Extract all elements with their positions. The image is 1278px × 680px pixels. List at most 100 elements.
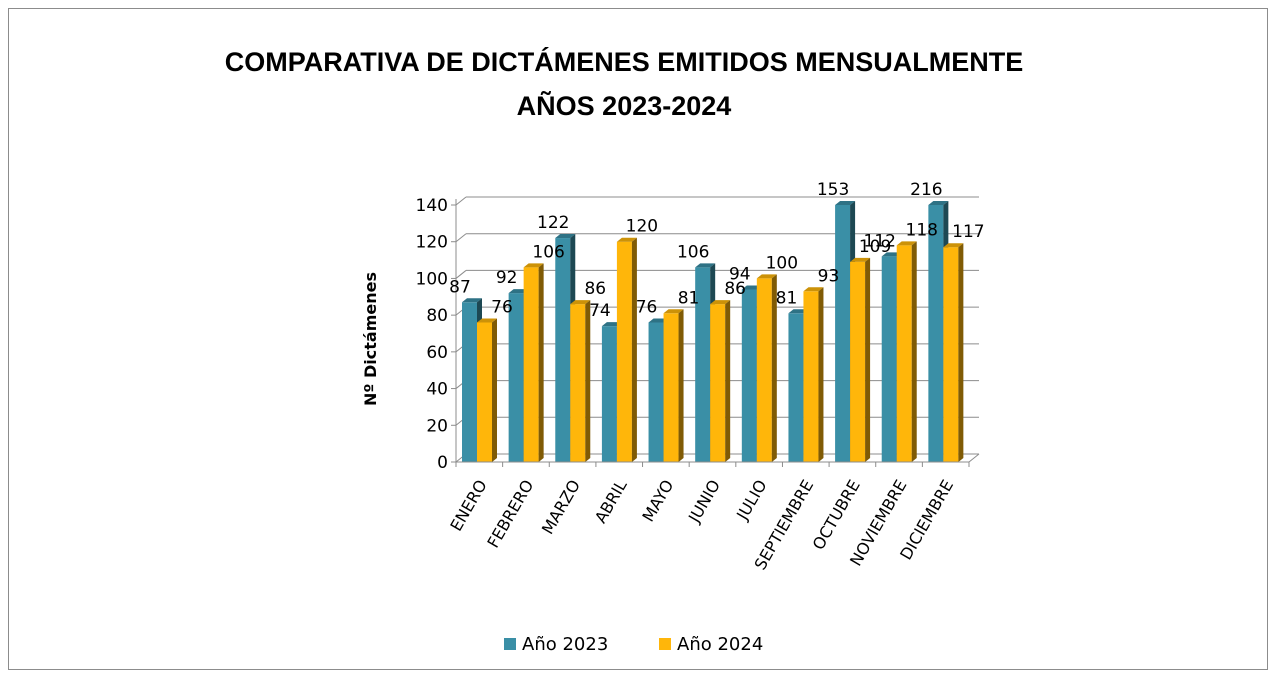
bar-front: [601, 326, 617, 462]
bar-front: [850, 261, 866, 462]
bar-front: [477, 322, 492, 462]
x-axis-depth: [968, 453, 980, 463]
bar-front: [788, 313, 804, 462]
bar: [616, 237, 637, 462]
data-label: 118: [906, 220, 938, 240]
bar: [803, 287, 824, 462]
bars: [462, 201, 964, 462]
bar: [850, 257, 871, 462]
bar-side: [492, 318, 497, 462]
bar-front: [523, 267, 539, 462]
data-label: 153: [817, 180, 849, 200]
y-tick-label: 0: [437, 453, 448, 473]
y-tick-label: 100: [416, 269, 448, 289]
chart-title-line-2: AÑOS 2023-2024: [517, 90, 732, 121]
data-label: 76: [491, 297, 513, 317]
chart-title-line-1: COMPARATIVA DE DICTÁMENES EMITIDOS MENSU…: [225, 46, 1024, 77]
x-category-label: JUNIO: [684, 477, 724, 527]
bar-side: [725, 300, 731, 462]
bar-top: [850, 257, 871, 262]
bar-top: [835, 201, 856, 205]
bar-front: [881, 256, 897, 462]
legend: Año 2023 Año 2024: [504, 634, 763, 655]
bar-front: [695, 267, 711, 462]
gridline-diagonal: [455, 270, 467, 279]
data-label: 109: [859, 237, 891, 257]
bar-top: [710, 300, 731, 305]
gridline-diagonal: [455, 233, 467, 243]
y-tick-label: 40: [426, 380, 448, 400]
bar-side: [911, 241, 917, 462]
x-category-label: MAYO: [638, 477, 677, 525]
bar: [663, 309, 684, 462]
x-category-label: MARZO: [538, 477, 584, 538]
bar: [710, 300, 731, 462]
x-category-label: FEBRERO: [483, 477, 537, 552]
bar-top: [555, 234, 576, 239]
legend-item: Año 2024: [659, 634, 763, 655]
bar-front: [756, 278, 772, 462]
bar-top: [523, 263, 544, 268]
data-label: 122: [537, 213, 569, 233]
gridline-diagonal: [455, 196, 467, 206]
y-axis: 0 20 40 60 80 100 120 140: [416, 196, 457, 473]
bar-side: [678, 309, 684, 462]
bar-top: [695, 263, 716, 268]
bar-top: [896, 241, 917, 246]
bar: [756, 274, 777, 462]
chart-frame: COMPARATIVA DE DICTÁMENES EMITIDOS MENSU…: [8, 8, 1268, 670]
data-label: 86: [724, 279, 746, 299]
data-label: 86: [584, 279, 606, 299]
bar-top: [477, 318, 497, 323]
bar-front: [835, 205, 851, 462]
y-tick-label: 120: [416, 233, 448, 253]
data-label: 100: [766, 253, 798, 273]
bar-top: [570, 300, 591, 305]
data-label: 81: [678, 288, 700, 308]
bar-front: [928, 205, 944, 462]
y-tick-label: 140: [416, 196, 448, 216]
bar-front: [943, 247, 959, 462]
bar-top: [663, 309, 684, 314]
y-tick-label: 60: [426, 343, 448, 363]
bar-side: [585, 300, 591, 462]
y-axis-label: Nº Dictámenes: [361, 272, 380, 406]
data-label: 92: [496, 268, 518, 288]
data-label: 81: [776, 288, 798, 308]
bar-side: [771, 274, 777, 462]
data-label: 106: [532, 242, 564, 262]
bar: [523, 263, 544, 462]
bar: [477, 318, 497, 462]
legend-label: Año 2023: [522, 634, 608, 655]
data-label: 94: [729, 264, 751, 284]
data-label: 117: [952, 222, 984, 242]
legend-label: Año 2024: [677, 634, 763, 655]
y-tick-label: 80: [426, 306, 448, 326]
bar-front: [896, 245, 912, 462]
data-label: 120: [626, 217, 658, 237]
bar-top: [616, 237, 637, 242]
bar-front: [508, 293, 524, 462]
bar-front: [663, 313, 679, 462]
data-label: 87: [449, 277, 471, 297]
bar-front: [570, 304, 586, 462]
bar-front: [648, 322, 664, 462]
bar: [896, 241, 917, 462]
bar-front: [462, 302, 477, 462]
data-label: 106: [677, 242, 709, 262]
bar-front: [803, 291, 819, 462]
legend-swatch: [504, 638, 516, 650]
bar-top: [803, 287, 824, 292]
data-label: 216: [910, 180, 942, 200]
bar-side: [818, 287, 824, 462]
legend-swatch: [659, 638, 671, 650]
data-label: 93: [818, 266, 840, 286]
data-label: 112: [864, 231, 896, 251]
bar-side: [538, 263, 544, 462]
bar-top: [462, 298, 482, 303]
bar: [943, 243, 964, 462]
legend-item: Año 2023: [504, 634, 608, 655]
data-label: 74: [589, 301, 611, 321]
